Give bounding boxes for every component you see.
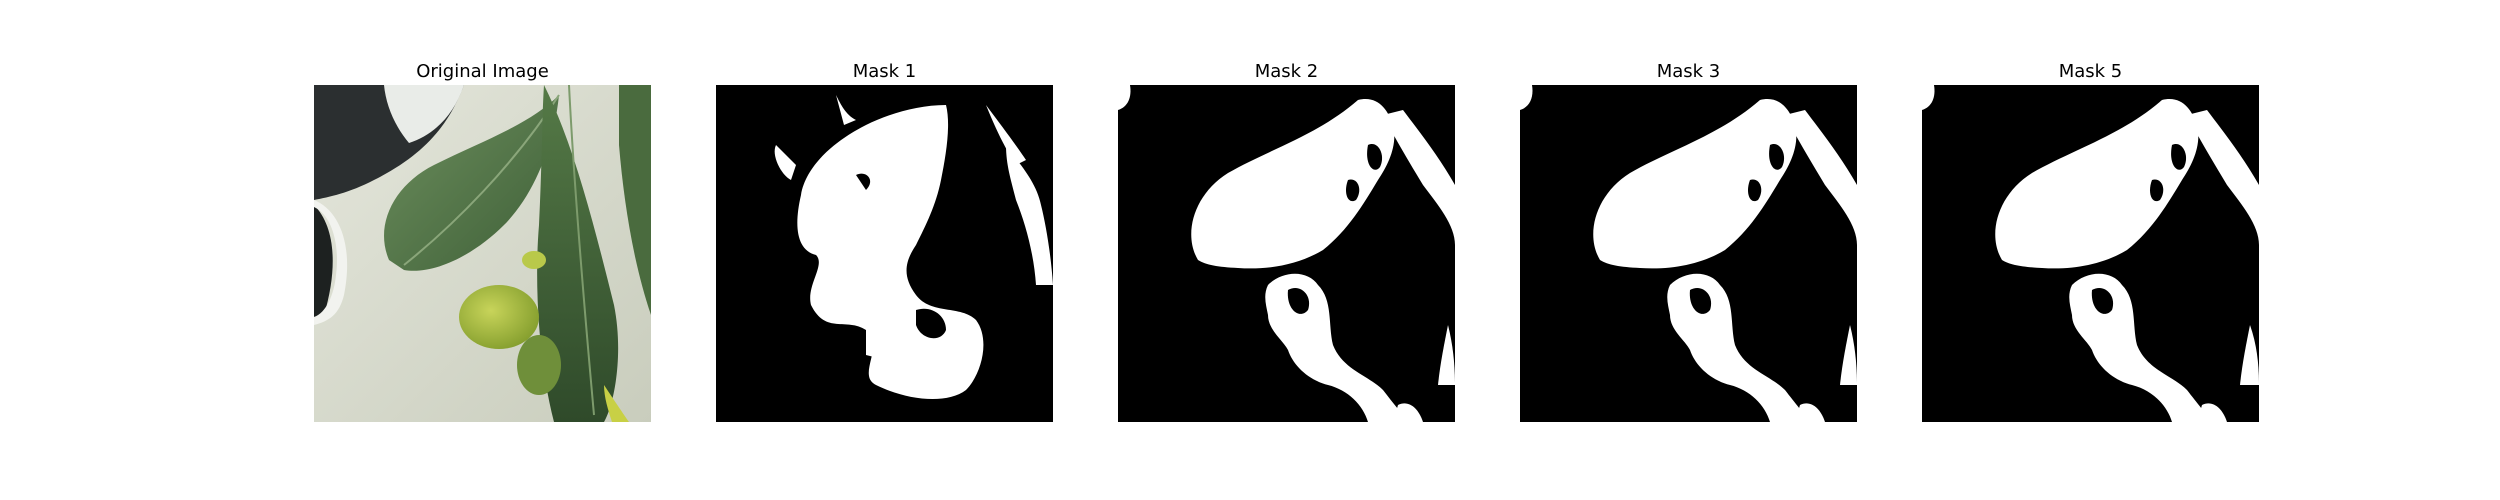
panel-title: Mask 3: [1656, 61, 1721, 82]
mask-image: [1922, 85, 2259, 422]
mask-image: [1520, 85, 1857, 422]
panel-original-image: Original Image: [314, 60, 651, 422]
panel-mask-3: Mask 3: [1520, 60, 1857, 422]
leaf-large: [384, 95, 559, 271]
panel-mask-1: Mask 1: [716, 60, 1053, 422]
bud-leaf-3: [522, 251, 546, 269]
bud-leaf-2: [517, 335, 561, 395]
stem-bottom: [604, 385, 629, 422]
leaf-right: [619, 85, 651, 315]
panel-title: Original Image: [416, 61, 549, 82]
panel-title: Mask 5: [2058, 61, 2123, 82]
panel-mask-2: Mask 2: [1118, 60, 1455, 422]
panel-title: Mask 2: [1254, 61, 1319, 82]
leaf-tall: [537, 85, 619, 422]
white-panel: [384, 85, 464, 143]
bud-leaf-1: [459, 285, 539, 349]
white-rim: [314, 200, 348, 325]
dark-side: [314, 205, 333, 317]
original-photo: [314, 85, 651, 422]
mask-image: [1118, 85, 1455, 422]
panel-mask-5: Mask 5: [1922, 60, 2259, 422]
panel-title: Mask 1: [852, 61, 917, 82]
mask-image: [716, 85, 1053, 422]
